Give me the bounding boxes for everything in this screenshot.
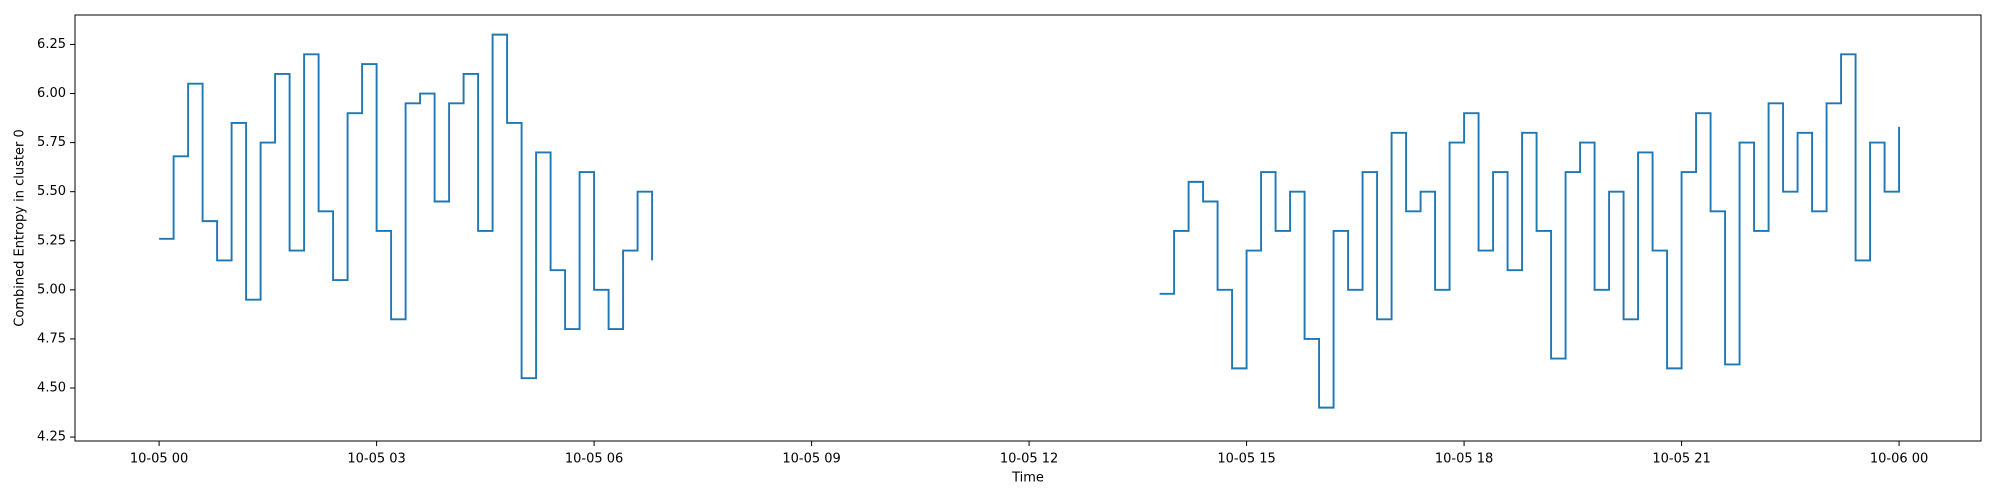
- x-tick-label: 10-06 00: [1870, 452, 1928, 467]
- y-tick-label: 4.50: [37, 380, 66, 395]
- y-tick-label: 5.25: [37, 233, 66, 248]
- y-tick-label: 5.75: [37, 135, 66, 150]
- x-tick-label: 10-05 12: [1000, 452, 1058, 467]
- x-tick-label: 10-05 21: [1652, 452, 1710, 467]
- x-axis-label: Time: [1011, 471, 1044, 486]
- x-tick-label: 10-05 18: [1435, 452, 1493, 467]
- y-tick-label: 4.75: [37, 331, 66, 346]
- y-tick-label: 6.00: [37, 86, 66, 101]
- x-tick-label: 10-05 03: [347, 452, 405, 467]
- y-tick-label: 5.50: [37, 184, 66, 199]
- x-tick-label: 10-05 15: [1217, 452, 1275, 467]
- data-line: [159, 33, 1901, 409]
- x-tick-label: 10-05 06: [565, 452, 623, 467]
- x-tick-label: 10-05 00: [130, 452, 188, 467]
- y-tick-label: 5.00: [37, 282, 66, 297]
- y-axis-label: Combined Entropy in cluster 0: [13, 129, 28, 326]
- y-tick-label: 4.25: [37, 430, 66, 445]
- plot-frame: [74, 14, 1982, 442]
- y-tick-label: 6.25: [37, 37, 66, 52]
- x-tick-label: 10-05 09: [782, 452, 840, 467]
